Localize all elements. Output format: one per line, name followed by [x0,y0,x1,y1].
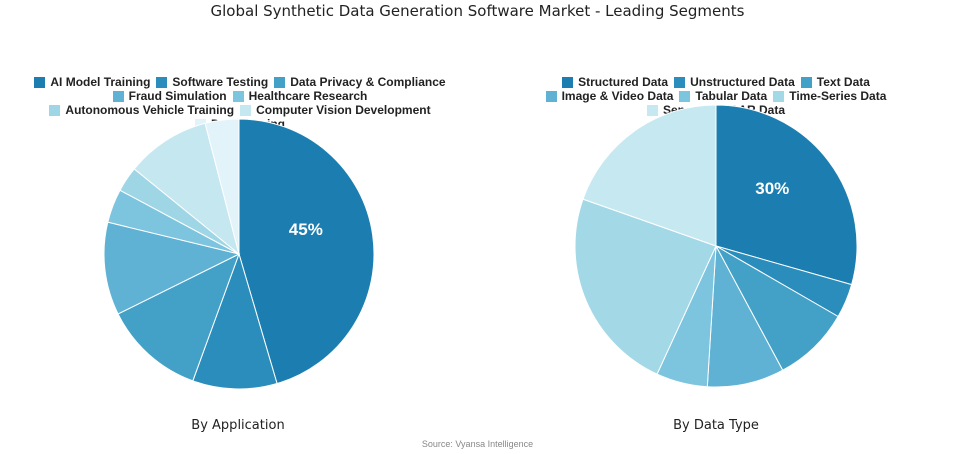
data-label-ai-model-training: 45% [289,220,323,239]
pie-slice-sensor-lidar-data [582,104,717,247]
pie-slice-data-sharing [204,118,240,255]
legend-item-image-video-data: Image & Video Data [545,89,674,103]
data-type-pie: 30% [574,104,858,388]
legend-swatch [49,105,61,116]
legend-swatch [274,77,286,88]
legend-swatch [773,91,785,102]
pie-slice-time-series-data [574,198,717,375]
legend-label: Data Privacy & Compliance [290,75,446,89]
legend-swatch [112,91,124,102]
application-subtitle: By Application [191,418,285,433]
legend-label: Text Data [816,75,870,89]
legend-item-unstructured-data: Unstructured Data [674,76,795,89]
legend-swatch [232,91,244,102]
legend-label: Autonomous Vehicle Training [65,103,235,117]
legend-swatch [674,77,686,88]
legend-swatch [800,77,812,88]
legend-label: Fraud Simulation [128,89,227,103]
source-note: Source: Vyansa Intelligence [421,439,534,449]
legend-item-tabular-data: Tabular Data [679,90,767,103]
pie-slice-computer-vision-development [133,122,240,256]
legend-label: Healthcare Research [248,89,368,103]
data-type-subtitle: By Data Type [673,418,759,433]
application-legend: AI Model Training Software Testing Data Pr… [22,76,458,131]
legend-swatch [562,77,574,88]
legend-label: Unstructured Data [690,75,795,89]
legend-item-healthcare-research: Healthcare Research [232,89,368,103]
legend-swatch [34,77,46,88]
legend-swatch [646,105,658,116]
legend-item-ai-model-training: AI Model Training [34,76,150,89]
pie-slice-data-privacy-compliance [117,252,240,382]
legend-label: AI Model Training [50,75,151,89]
legend-swatch [679,91,691,102]
legend-item-autonomous-vehicle-training: Autonomous Vehicle Training [49,104,234,117]
legend-item-fraud-simulation: Fraud Simulation [112,89,227,103]
data-label-structured-data: 30% [755,179,789,198]
legend-item-structured-data: Structured Data [562,76,668,89]
legend-label: Computer Vision Development [256,103,431,117]
legend-item-text-data: Text Data [800,75,870,89]
legend-label: Time-Series Data [789,89,887,103]
legend-label: Software Testing [172,75,269,89]
legend-swatch [240,105,252,116]
application-pie: 45% [103,118,375,390]
application-chart: AI Model Training Software Testing Data Pr… [22,76,458,131]
legend-item-time-series-data: Time-Series Data [773,90,886,103]
pie-slice-software-testing [192,252,278,390]
legend-item-computer-vision-development: Computer Vision Development [240,103,431,117]
legend-item-data-privacy-compliance: Data Privacy & Compliance [274,75,446,89]
legend-item-software-testing: Software Testing [156,76,268,89]
legend-swatch [156,77,168,88]
pie-slice-fraud-simulation [103,221,241,315]
legend-label: Structured Data [578,75,669,89]
pie-slice-structured-data [715,104,858,286]
legend-label: Tabular Data [695,89,768,103]
legend-swatch [545,91,557,102]
pie-slice-ai-model-training [238,118,375,385]
legend-label: Image & Video Data [561,89,674,103]
chart-title: Global Synthetic Data Generation Softwar… [210,2,745,20]
